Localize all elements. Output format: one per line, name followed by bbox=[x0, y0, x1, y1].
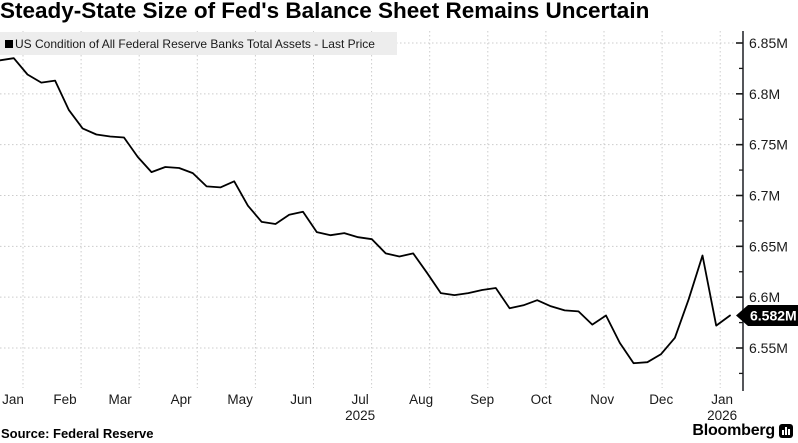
y-tick-label: 6.8M bbox=[749, 86, 780, 102]
bloomberg-wordmark: Bloomberg bbox=[692, 422, 775, 439]
y-tick-label: 6.65M bbox=[749, 238, 788, 254]
y-tick-label: 6.55M bbox=[749, 340, 788, 356]
x-month-label: Oct bbox=[531, 392, 552, 407]
y-tick-label: 6.6M bbox=[749, 289, 780, 305]
chart-title: Steady-State Size of Fed's Balance Sheet… bbox=[0, 0, 650, 23]
y-tick-label: 6.7M bbox=[749, 188, 780, 204]
total-assets-line bbox=[0, 57, 731, 365]
last-price-tag bbox=[736, 304, 798, 326]
x-month-label: Jan bbox=[711, 392, 733, 407]
x-month-label: Feb bbox=[53, 392, 76, 407]
chart-legend: US Condition of All Federal Reserve Bank… bbox=[0, 32, 397, 55]
x-month-label: Mar bbox=[108, 392, 132, 407]
bloomberg-brand: Bloomberg bbox=[692, 422, 793, 440]
y-tick-label: 6.85M bbox=[749, 35, 788, 51]
y-tick-label: 6.75M bbox=[749, 137, 788, 153]
x-month-label: Nov bbox=[590, 392, 614, 407]
bloomberg-terminal-icon bbox=[779, 424, 793, 438]
legend-series-square-icon bbox=[5, 39, 13, 48]
legend-series-label: US Condition of All Federal Reserve Bank… bbox=[15, 36, 375, 51]
last-price-label: 6.582M bbox=[750, 307, 797, 323]
x-year-label: 2025 bbox=[345, 408, 375, 423]
x-month-label: Jul bbox=[352, 392, 369, 407]
x-month-label: May bbox=[227, 392, 253, 407]
x-month-label: Sep bbox=[470, 392, 494, 407]
x-month-label: Jun bbox=[290, 392, 312, 407]
x-year-label: 2026 bbox=[707, 408, 737, 423]
x-month-label: Jan bbox=[2, 392, 24, 407]
x-month-label: Dec bbox=[649, 392, 673, 407]
x-month-label: Aug bbox=[409, 392, 433, 407]
source-attribution: Source: Federal Reserve bbox=[1, 426, 154, 441]
x-month-label: Apr bbox=[171, 392, 193, 407]
